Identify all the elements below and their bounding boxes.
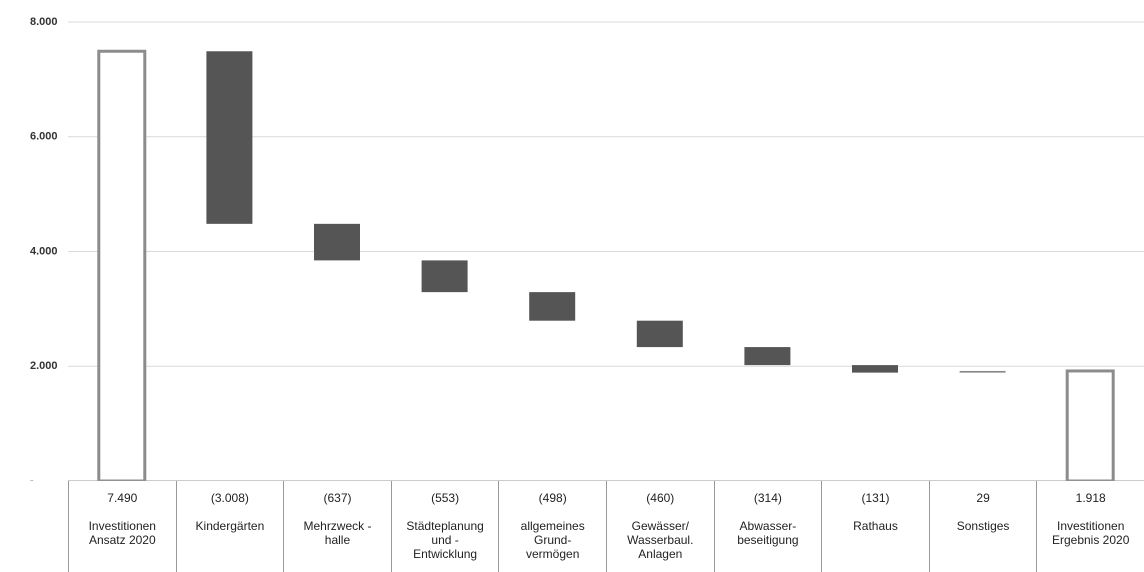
delta-bar <box>529 292 576 321</box>
table-cell: (637) Mehrzweck - halle <box>283 481 391 572</box>
category-label: Investitionen Ergebnis 2020 <box>1051 519 1130 547</box>
category-label: Mehrzweck - halle <box>303 519 372 547</box>
chart: - 2.000 4.000 6.000 8.000 <box>30 16 1144 481</box>
category-label: Sonstiges <box>956 519 1010 533</box>
value-label: (131) <box>861 491 890 505</box>
value-label: 29 <box>976 491 990 505</box>
delta-bar <box>744 347 791 366</box>
category-label: Kindergärten <box>195 519 265 533</box>
category-label: Investitionen Ansatz 2020 <box>88 519 156 547</box>
value-label: (637) <box>323 491 352 505</box>
table-cell: (314) Abwasser- beseitigung <box>713 481 822 572</box>
delta-bar <box>636 320 683 348</box>
category-label: Städteplanung und - Entwicklung <box>406 519 484 561</box>
value-label: (314) <box>753 491 782 505</box>
delta-bar <box>421 260 468 293</box>
value-label: (498) <box>538 491 567 505</box>
table-cell: (498) allgemeines Grund- vermögen <box>498 481 606 572</box>
table-cell: 29 Sonstiges <box>928 481 1037 572</box>
delta-bar <box>206 51 253 224</box>
value-label: 7.490 <box>107 491 138 505</box>
delta-bar <box>852 365 898 373</box>
total-bar <box>97 49 147 481</box>
table-cell: (3.008) Kindergärten <box>175 481 284 572</box>
y-tick-label: - <box>30 475 34 481</box>
table-cell: 1.918 Investitionen Ergebnis 2020 <box>1036 481 1144 572</box>
y-tick-label: 4.000 <box>30 245 58 257</box>
category-label: Gewässer/ Wasserbaul. Anlagen <box>627 519 694 561</box>
total-bar <box>1065 369 1115 481</box>
y-tick-label: 2.000 <box>30 360 58 372</box>
value-label: (3.008) <box>210 491 249 505</box>
y-tick-label: 6.000 <box>30 131 58 143</box>
value-label: (553) <box>431 491 460 505</box>
category-label: allgemeines Grund- vermögen <box>520 519 585 561</box>
value-label: (460) <box>646 491 675 505</box>
table-cell: 7.490 Investitionen Ansatz 2020 <box>68 481 176 572</box>
table-cell: (460) Gewässer/ Wasserbaul. Anlagen <box>606 481 714 572</box>
category-label: Rathaus <box>853 519 898 533</box>
y-tick-label: 8.000 <box>30 16 58 28</box>
value-label: 1.918 <box>1075 491 1106 505</box>
table-cell: (553) Städteplanung und - Entwicklung <box>390 481 499 572</box>
delta-bar <box>314 223 360 261</box>
category-label: Abwasser- beseitigung <box>737 519 799 547</box>
table-cell: (131) Rathaus <box>821 481 929 572</box>
delta-bar <box>959 370 1006 373</box>
